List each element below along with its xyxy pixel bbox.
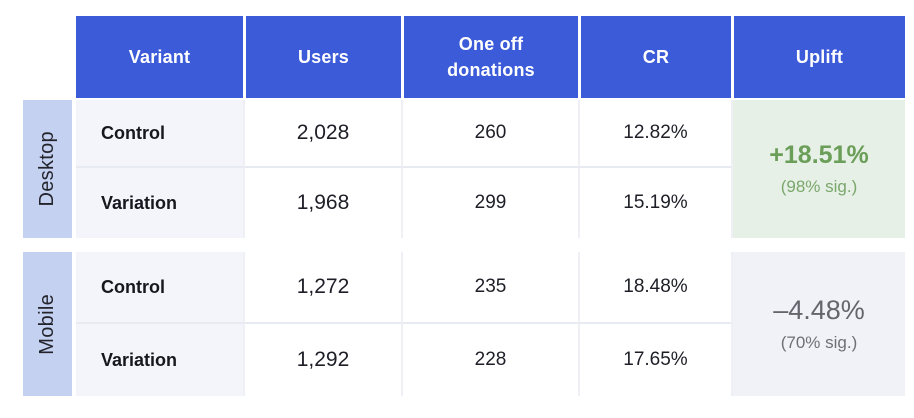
column-header-cr: CR <box>578 16 731 98</box>
cell-mobile-variation-cr: 17.65% <box>578 324 731 396</box>
cell-mobile-control-cr: 18.48% <box>578 252 731 324</box>
cell-mobile-control-users: 1,272 <box>243 252 401 324</box>
table-header-row: Variant Users One off donations CR Uplif… <box>23 16 905 98</box>
section-desktop: Desktop Control 2,028 260 12.82% Variati… <box>23 100 905 238</box>
cell-mobile-control-variant: Control <box>76 252 243 324</box>
header-corner-spacer <box>23 16 76 98</box>
cell-desktop-variation-donations: 299 <box>401 168 578 238</box>
cell-mobile-variation-variant: Variation <box>76 324 243 396</box>
cell-mobile-variation-donations: 228 <box>401 324 578 396</box>
cell-desktop-variation-cr: 15.19% <box>578 168 731 238</box>
row-group-label-text: Mobile <box>36 293 58 355</box>
cell-desktop-control-variant: Control <box>76 100 243 168</box>
cell-desktop-control-users: 2,028 <box>243 100 401 168</box>
row-group-label-mobile: Mobile <box>23 252 76 396</box>
row-group-label-text: Desktop <box>36 131 58 207</box>
uplift-significance: (70% sig.) <box>780 333 858 352</box>
section-mobile: Mobile Control 1,272 235 18.48% Variatio… <box>23 252 905 396</box>
uplift-cell-desktop: +18.51% (98% sig.) <box>731 100 905 238</box>
uplift-value: –4.48% <box>773 295 865 325</box>
cell-desktop-control-donations: 260 <box>401 100 578 168</box>
column-header-users: Users <box>243 16 401 98</box>
uplift-cell-mobile: –4.48% (70% sig.) <box>731 252 905 396</box>
row-group-label-desktop: Desktop <box>23 100 76 238</box>
column-header-one-off-donations: One off donations <box>401 16 578 98</box>
cell-mobile-control-donations: 235 <box>401 252 578 324</box>
uplift-significance: (98% sig.) <box>780 177 858 196</box>
cell-mobile-variation-users: 1,292 <box>243 324 401 396</box>
cell-desktop-variation-variant: Variation <box>76 168 243 238</box>
uplift-value: +18.51% <box>769 141 869 169</box>
ab-test-results-table: Variant Users One off donations CR Uplif… <box>23 16 905 396</box>
cell-desktop-variation-users: 1,968 <box>243 168 401 238</box>
column-header-uplift: Uplift <box>731 16 905 98</box>
cell-desktop-control-cr: 12.82% <box>578 100 731 168</box>
column-header-variant: Variant <box>76 16 243 98</box>
